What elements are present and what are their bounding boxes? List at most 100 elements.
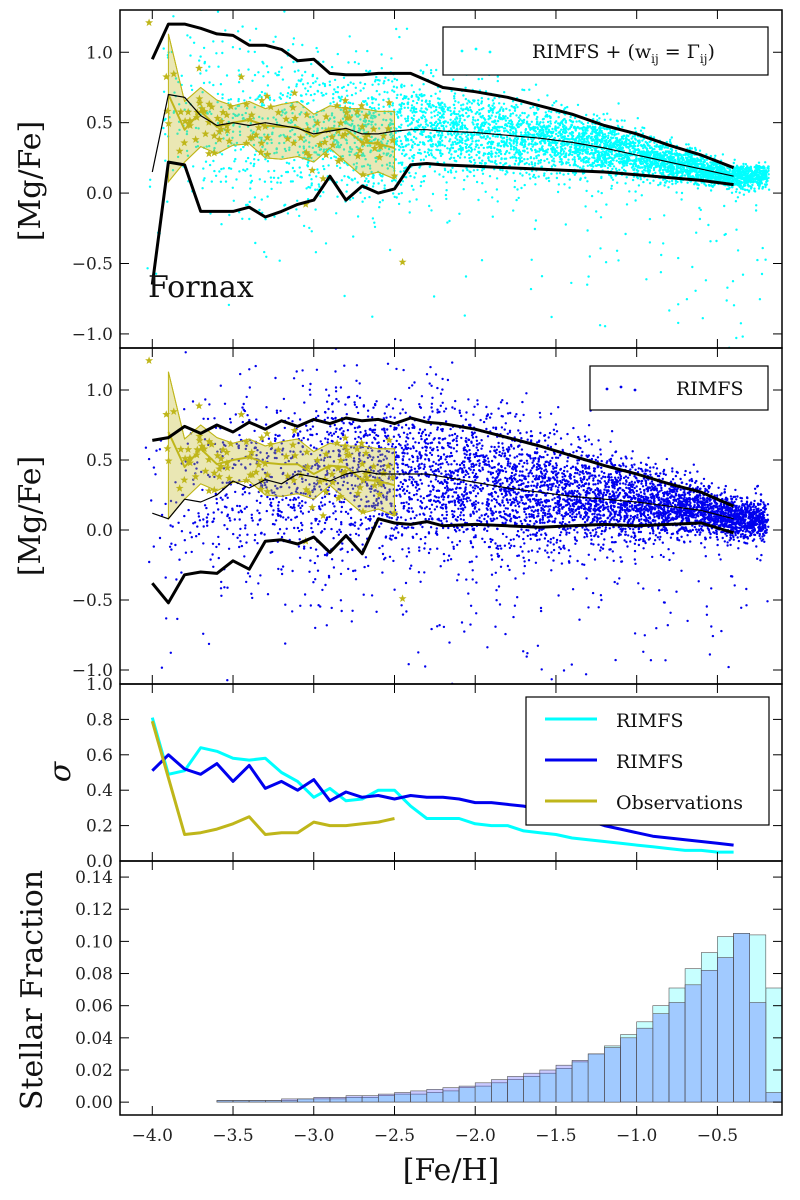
histogram-bar: [749, 1002, 767, 1103]
observation-star: [334, 157, 343, 165]
observation-star: [353, 107, 362, 116]
observation-star: [291, 114, 299, 122]
observation-star: [342, 445, 351, 454]
y-tick-label: 0.06: [75, 997, 113, 1017]
legend-marker: [474, 47, 478, 51]
panel-mg-fe-rimfs: −1.0 −0.5 0.0 0.5 1.0 [Mg/Fe] RIMFS: [13, 347, 783, 685]
observation-star: [164, 456, 173, 465]
upper-percentile-line: [150, 22, 735, 170]
lower-percentile-line: [150, 160, 734, 285]
observation-star: [256, 485, 265, 493]
histogram-bar: [264, 1100, 282, 1103]
histogram-bar: [248, 1100, 266, 1103]
observation-star: [305, 151, 313, 159]
observation-star: [289, 476, 298, 484]
observation-star: [204, 118, 213, 126]
observation-star: [261, 459, 270, 468]
histogram-bar: [684, 984, 702, 1103]
observation-star: [261, 122, 270, 130]
x-axis-ticks: [151, 10, 718, 348]
percentile-lines: [151, 416, 735, 605]
observation-star: [296, 133, 305, 142]
y-tick-label: 0.5: [86, 451, 113, 471]
observation-star: [223, 126, 232, 134]
observation-star: [373, 476, 382, 484]
observation-star: [316, 140, 324, 148]
observation-star: [359, 170, 367, 178]
observation-star: [334, 464, 343, 472]
observation-star: [185, 116, 194, 125]
observation-star: [205, 437, 214, 445]
observation-star: [336, 155, 345, 163]
observation-star: [333, 439, 342, 447]
y-axis-title: [Mg/Fe]: [13, 456, 48, 576]
observation-star: [217, 462, 225, 470]
y-tick-label: 0.8: [86, 710, 113, 730]
observation-star: [353, 152, 362, 160]
y-tick-label: −1.0: [72, 661, 113, 681]
observation-star: [248, 133, 257, 141]
observation-star: [356, 483, 365, 492]
observation-star: [345, 450, 354, 459]
legend-marker: [619, 385, 623, 389]
observation-star: [237, 72, 246, 81]
y-tick-label: 0.6: [86, 746, 113, 766]
histogram-bar: [507, 1076, 524, 1103]
histogram-bar: [620, 1037, 637, 1103]
observation-star: [263, 470, 272, 479]
observations-median-line: [167, 94, 395, 149]
observation-star: [359, 139, 367, 147]
observation-star: [213, 451, 222, 459]
observation-star: [336, 456, 345, 464]
observation-star: [328, 470, 336, 478]
histogram-bar: [313, 1097, 331, 1103]
observation-star: [308, 166, 317, 174]
observation-star: [225, 136, 234, 145]
median-line: [152, 470, 734, 520]
observation-star: [322, 150, 331, 159]
legend-label: RIMFS: [616, 751, 683, 773]
histogram-bar: [491, 1079, 508, 1103]
x-tick-label: −3.0: [293, 1126, 334, 1146]
x-tick-label: −2.5: [374, 1126, 415, 1146]
observation-star: [319, 511, 328, 520]
observation-star: [226, 102, 235, 110]
y-tick-label: 0.14: [75, 868, 113, 888]
histogram-bar: [765, 987, 782, 1103]
y-tick-label: 0.0: [86, 852, 113, 872]
x-axis-title: [Fe/H]: [403, 1153, 500, 1188]
observation-star: [376, 142, 385, 151]
y-tick-label: 1.0: [86, 43, 113, 63]
observation-star: [192, 450, 201, 459]
observation-star: [219, 108, 228, 116]
observation-star: [302, 485, 311, 494]
observation-star: [200, 107, 209, 115]
observation-star: [333, 101, 342, 110]
observation-star: [319, 174, 328, 183]
histogram-bar: [636, 1027, 654, 1103]
observation-star: [291, 451, 299, 460]
observation-star: [195, 436, 204, 444]
observation-star: [195, 99, 204, 107]
observation-star: [222, 458, 231, 467]
observation-star: [164, 119, 173, 127]
observation-star: [215, 464, 224, 473]
observation-star: [242, 437, 251, 446]
y-axis-ticks: 0.00 0.02 0.04 0.06 0.08 0.10 0.12 0.14: [75, 868, 782, 1113]
observation-star: [338, 131, 347, 140]
observation-star: [169, 407, 178, 415]
y-tick-label: 0.08: [75, 965, 113, 985]
observation-star: [336, 118, 345, 127]
observation-star: [207, 440, 216, 448]
observation-star: [379, 469, 388, 477]
observation-star: [217, 124, 225, 133]
observation-star: [200, 444, 209, 453]
y-axis-title: Stellar Fraction: [15, 870, 50, 1110]
observation-star: [257, 476, 266, 484]
observation-star: [162, 410, 171, 418]
observation-star: [359, 476, 367, 484]
observation-star: [363, 136, 371, 145]
histogram-bar: [668, 1002, 686, 1103]
x-axis-ticks: [151, 684, 718, 861]
observation-star: [358, 459, 367, 468]
